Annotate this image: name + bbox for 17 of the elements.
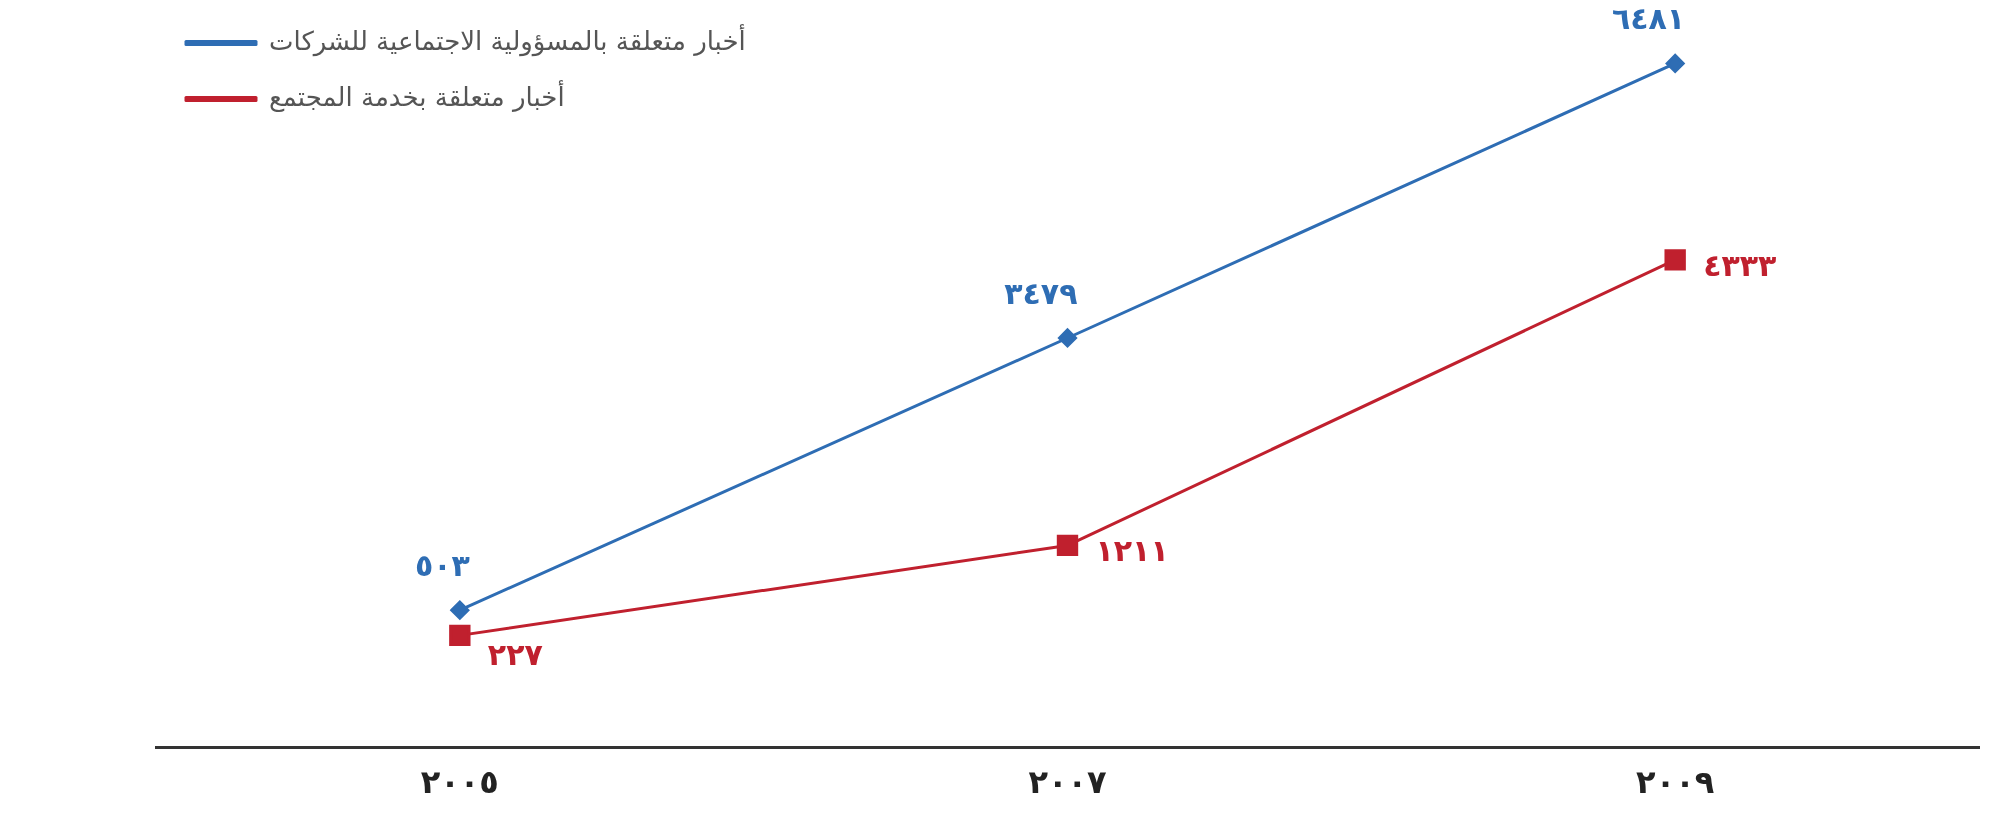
point <box>1056 534 1079 557</box>
x-tick-label: ٢٠٠٧ <box>1028 763 1108 802</box>
x-tick-label: ٢٠٠٥ <box>420 763 499 802</box>
point <box>1665 53 1685 73</box>
point <box>449 624 471 647</box>
legend-label: أخبار متعلقة بالمسؤولية الاجتماعية للشركات <box>269 22 746 57</box>
x-tick-label: ٢٠٠٩ <box>1636 763 1715 802</box>
data-label: ٤٣٣٣ <box>1703 247 1777 283</box>
point <box>1664 249 1686 271</box>
point <box>1058 328 1077 348</box>
point <box>450 600 470 620</box>
data-label: ٣٤٧٩ <box>1004 275 1078 311</box>
data-label: ٥٠٣ <box>414 547 470 583</box>
data-label: ١٢١١ <box>1095 533 1169 569</box>
data-label: ٦٤٨١ <box>1611 1 1686 37</box>
legend-label: أخبار متعلقة بخدمة المجتمع <box>269 78 565 113</box>
data-label: ٢٢٧ <box>487 637 543 673</box>
